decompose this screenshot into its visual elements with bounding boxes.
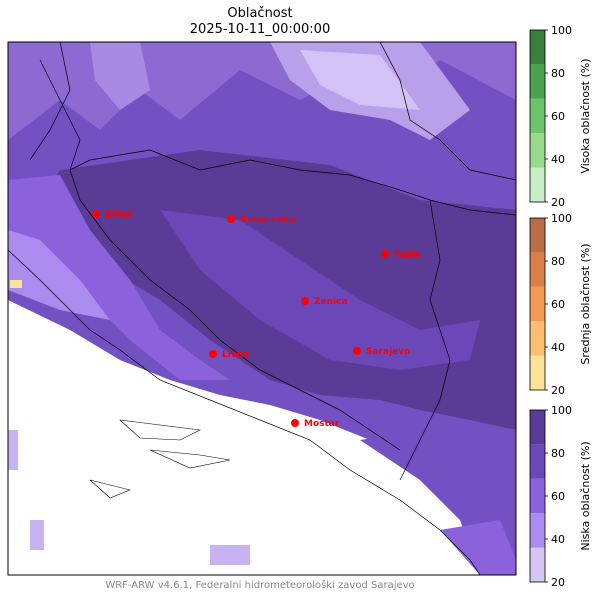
colorbar-tick-label: 40 — [551, 341, 565, 354]
colorbar-tick-label: 40 — [551, 533, 565, 546]
cloud-west-fringe — [8, 175, 230, 380]
colorbar-segment — [530, 64, 545, 99]
colorbar-tick-label: 80 — [551, 67, 565, 80]
map-frame — [7, 41, 517, 576]
city-marker — [92, 210, 100, 218]
map-title: Oblačnost — [227, 6, 293, 21]
border-southwest — [69, 169, 401, 451]
clear-sky-coast — [8, 300, 480, 575]
border-north — [39, 59, 516, 216]
colorbar-tick-label: 80 — [551, 447, 565, 460]
colorbar-segment — [530, 252, 545, 287]
islands — [89, 419, 231, 499]
colorbar-segment — [530, 513, 545, 548]
city-label: Mostar — [304, 419, 340, 429]
colorbar-tick-label: 60 — [551, 490, 565, 503]
coastline — [8, 249, 481, 575]
footer-credit: WRF-ARW v4.6.1, Federalni hidrometeorolo… — [105, 580, 415, 591]
colorbar-label: Visoka oblačnost (%) — [579, 58, 592, 173]
colorbar-tick-label: 60 — [551, 298, 565, 311]
city-label: Zenica — [314, 297, 348, 307]
colorbar-segment — [530, 321, 545, 356]
colorbar-tick-label: 40 — [551, 153, 565, 166]
city-marker — [209, 350, 217, 358]
city-marker — [291, 419, 299, 427]
city-label: Bihać — [105, 209, 133, 220]
map-subtitle: 2025-10-11_00:00:00 — [189, 22, 331, 37]
mid-cloud-patch — [10, 280, 22, 288]
border-east — [399, 199, 451, 481]
cloud-patch — [8, 430, 18, 470]
cloud-inner-band — [160, 210, 480, 370]
colorbar-segment — [530, 30, 545, 65]
city-layer: Bihać Banja Luka Tuzla Zenica Livno Sarajevo M… — [92, 209, 420, 429]
colorbar-segment — [530, 547, 545, 582]
colorbar-segment — [530, 286, 545, 322]
colorbar-segment — [530, 410, 545, 445]
cloud-patch — [30, 520, 44, 550]
cloud-patch — [210, 545, 250, 565]
colorbar-tick-label: 80 — [551, 255, 565, 268]
colorbar-segment — [530, 444, 545, 479]
cloud-southeast-light — [440, 520, 516, 575]
colorbar-segment — [530, 98, 545, 134]
colorbar-tick-label: 100 — [551, 404, 572, 417]
city-label: Livno — [222, 350, 249, 360]
city-marker — [227, 215, 235, 223]
city-label: Banja Luka — [240, 215, 296, 225]
colorbar-label: Niska oblačnost (%) — [579, 441, 592, 550]
cloud-light-patch-nw — [90, 42, 150, 110]
city-marker — [353, 347, 361, 355]
colorbar-tick-label: 100 — [551, 24, 572, 37]
colorbar-label: Srednja oblačnost (%) — [579, 243, 592, 364]
colorbar-segment — [530, 478, 545, 514]
city-label: Sarajevo — [366, 347, 410, 357]
colorbar-segment — [530, 167, 545, 202]
colorbar-segment — [530, 133, 545, 168]
colorbar-tick-label: 20 — [551, 384, 565, 397]
colorbar-segment — [530, 355, 545, 390]
city-marker — [301, 297, 309, 305]
colorbar-tick-label: 20 — [551, 576, 565, 589]
city-label: Tuzla — [394, 250, 420, 260]
cloud-lightest-patch-north — [300, 50, 420, 110]
city-marker — [381, 250, 389, 258]
colorbars: 100 80 60 40 20 Visoka oblačnost (%) 100 80 60 40… — [529, 24, 592, 589]
cloud-west-light — [8, 230, 110, 320]
border-northeast — [379, 42, 516, 181]
border-northwest — [29, 42, 71, 161]
colorbar-segment — [530, 218, 545, 253]
colorbar-tick-label: 20 — [551, 196, 565, 209]
colorbar-tick-label: 100 — [551, 212, 572, 225]
colorbar-tick-label: 60 — [551, 110, 565, 123]
